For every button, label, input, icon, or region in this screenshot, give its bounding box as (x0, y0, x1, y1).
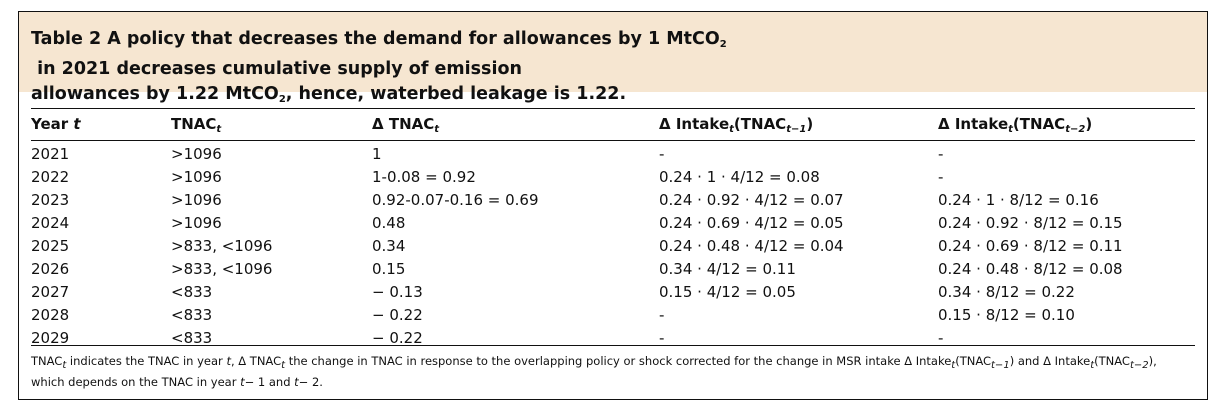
header-delta-intake-t1: Δ Intaket(TNACt−1) (659, 115, 814, 135)
header-year: Year t (31, 115, 81, 133)
cell-intake-t2: - (938, 329, 944, 347)
cell-intake-t2: - (938, 145, 944, 163)
cell-delta-tnac: − 0.13 (372, 283, 423, 301)
caption-text: allowances by 1.22 MtCO (31, 84, 279, 104)
cell-year: 2021 (31, 145, 70, 163)
table-header: Year t TNACt Δ TNACt Δ Intaket(TNACt−1) … (19, 111, 1207, 139)
cell-intake-t1: - (659, 145, 665, 163)
cell-tnac: >1096 (171, 168, 222, 186)
cell-intake-t1: 0.34 · 4/12 = 0.11 (659, 260, 796, 278)
cell-intake-t1: 0.15 · 4/12 = 0.05 (659, 283, 796, 301)
table-row: 2021 >1096 1 - - (19, 143, 1207, 166)
caption-line-1: Table 2 A policy that decreases the dema… (31, 27, 1195, 82)
table-top-rule (31, 108, 1195, 109)
table-row: 2025 >833, <1096 0.34 0.24 · 0.48 · 4/12… (19, 235, 1207, 258)
table-footnote: TNACt indicates the TNAC in year t, Δ TN… (31, 353, 1195, 391)
cell-delta-tnac: − 0.22 (372, 306, 423, 324)
table-row: 2023 >1096 0.92-0.07-0.16 = 0.69 0.24 · … (19, 189, 1207, 212)
table-row: 2028 <833 − 0.22 - 0.15 · 8/12 = 0.10 (19, 304, 1207, 327)
cell-year: 2028 (31, 306, 70, 324)
cell-year: 2025 (31, 237, 70, 255)
cell-intake-t2: 0.24 · 0.69 · 8/12 = 0.11 (938, 237, 1123, 255)
cell-intake-t2: 0.24 · 1 · 8/12 = 0.16 (938, 191, 1099, 209)
table-bottom-rule (31, 345, 1195, 346)
cell-tnac: >833, <1096 (171, 260, 273, 278)
cell-delta-tnac: − 0.22 (372, 329, 423, 347)
cell-intake-t2: 0.15 · 8/12 = 0.10 (938, 306, 1075, 324)
cell-intake-t2: 0.34 · 8/12 = 0.22 (938, 283, 1075, 301)
table-frame: Table 2 A policy that decreases the dema… (18, 11, 1208, 400)
cell-tnac: <833 (171, 329, 213, 347)
cell-intake-t1: 0.24 · 0.69 · 4/12 = 0.05 (659, 214, 844, 232)
cell-intake-t2: - (938, 168, 944, 186)
cell-delta-tnac: 0.92-0.07-0.16 = 0.69 (372, 191, 539, 209)
cell-delta-tnac: 1-0.08 = 0.92 (372, 168, 476, 186)
caption-text: in 2021 decreases cumulative supply of e… (31, 59, 522, 79)
cell-intake-t1: - (659, 306, 665, 324)
header-delta-intake-t2: Δ Intaket(TNACt−2) (938, 115, 1093, 135)
cell-intake-t1: 0.24 · 0.48 · 4/12 = 0.04 (659, 237, 844, 255)
caption-subscript: 2 (278, 94, 286, 105)
cell-intake-t2: 0.24 · 0.48 · 8/12 = 0.08 (938, 260, 1123, 278)
cell-year: 2029 (31, 329, 70, 347)
cell-tnac: >1096 (171, 191, 222, 209)
table-row: 2027 <833 − 0.13 0.15 · 4/12 = 0.05 0.34… (19, 281, 1207, 304)
cell-year: 2024 (31, 214, 70, 232)
caption-text: Table 2 A policy that decreases the dema… (31, 29, 720, 49)
cell-intake-t2: 0.24 · 0.92 · 8/12 = 0.15 (938, 214, 1123, 232)
caption-text: , hence, waterbed leakage is 1.22. (285, 84, 627, 104)
cell-year: 2027 (31, 283, 70, 301)
cell-tnac: <833 (171, 306, 213, 324)
table-row: 2022 >1096 1-0.08 = 0.92 0.24 · 1 · 4/12… (19, 166, 1207, 189)
cell-delta-tnac: 1 (372, 145, 382, 163)
cell-tnac: <833 (171, 283, 213, 301)
header-tnac: TNACt (171, 115, 222, 135)
cell-year: 2023 (31, 191, 70, 209)
table-row: 2024 >1096 0.48 0.24 · 0.69 · 4/12 = 0.0… (19, 212, 1207, 235)
cell-delta-tnac: 0.48 (372, 214, 406, 232)
cell-tnac: >1096 (171, 145, 222, 163)
caption-line-2: allowances by 1.22 MtCO2, hence, waterbe… (31, 82, 1195, 112)
cell-delta-tnac: 0.15 (372, 260, 406, 278)
cell-intake-t1: - (659, 329, 665, 347)
table-row: 2029 <833 − 0.22 - - (19, 327, 1207, 350)
table-caption: Table 2 A policy that decreases the dema… (19, 12, 1207, 105)
cell-intake-t1: 0.24 · 0.92 · 4/12 = 0.07 (659, 191, 844, 209)
cell-year: 2022 (31, 168, 70, 186)
cell-intake-t1: 0.24 · 1 · 4/12 = 0.08 (659, 168, 820, 186)
cell-delta-tnac: 0.34 (372, 237, 406, 255)
header-delta-tnac: Δ TNACt (372, 115, 440, 135)
cell-tnac: >833, <1096 (171, 237, 273, 255)
cell-tnac: >1096 (171, 214, 222, 232)
header-rule (31, 140, 1195, 141)
footnote-line-1: TNACt indicates the TNAC in year t, Δ TN… (31, 354, 1157, 371)
caption-subscript: 2 (719, 39, 727, 50)
footnote-line-2: which depends on the TNAC in year t− 1 a… (31, 375, 323, 389)
cell-year: 2026 (31, 260, 70, 278)
table-row: 2026 >833, <1096 0.15 0.34 · 4/12 = 0.11… (19, 258, 1207, 281)
